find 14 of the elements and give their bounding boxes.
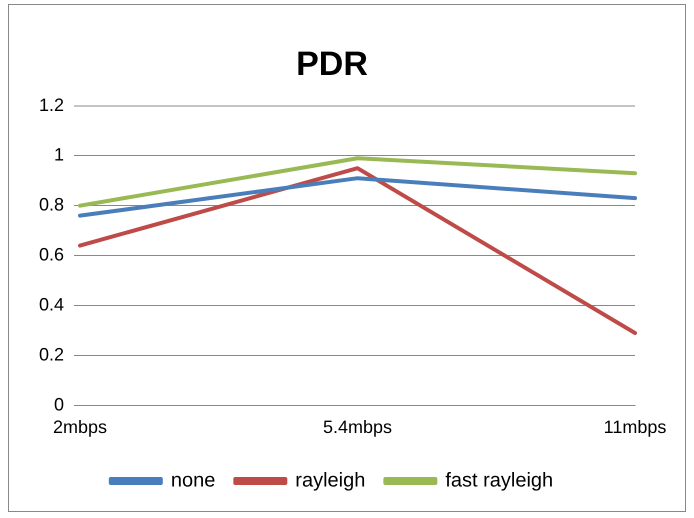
x-tick-label: 2mbps	[53, 417, 108, 438]
x-tick-label: 11mbps	[604, 417, 666, 438]
legend-label: rayleigh	[295, 470, 366, 492]
chart-title: PDR	[296, 44, 368, 83]
y-tick-label: 0	[54, 394, 64, 414]
legend-label: fast rayleigh	[445, 470, 554, 492]
y-tick-label: 0.6	[38, 244, 64, 265]
y-tick-label: 0.4	[38, 294, 64, 314]
y-tick-label: 0.8	[38, 194, 64, 215]
legend-label: none	[170, 470, 216, 492]
y-tick-label: 1	[54, 144, 64, 165]
y-tick-label: 0.2	[38, 344, 64, 364]
x-tick-label: 5.4mbps	[322, 417, 392, 438]
y-tick-label: 1.2	[38, 94, 64, 115]
